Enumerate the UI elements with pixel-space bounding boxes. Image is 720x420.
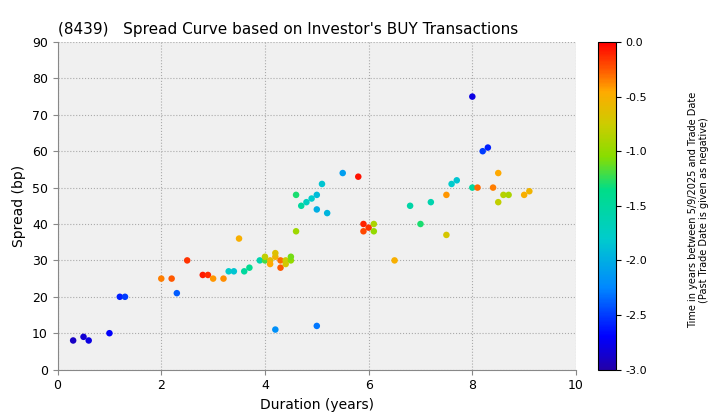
Point	[467, 93, 478, 100]
Point	[197, 272, 209, 278]
Point	[492, 170, 504, 176]
Point	[207, 275, 219, 282]
Point	[83, 337, 94, 344]
Point	[285, 257, 297, 264]
Point	[311, 192, 323, 198]
Point	[441, 192, 452, 198]
Text: Time in years between 5/9/2025 and Trade Date
(Past Trade Date is given as negat: Time in years between 5/9/2025 and Trade…	[688, 92, 709, 328]
Point	[415, 220, 426, 227]
Point	[223, 268, 235, 275]
Point	[316, 181, 328, 187]
Point	[295, 202, 307, 209]
Point	[492, 199, 504, 205]
Point	[368, 228, 379, 235]
Point	[503, 192, 514, 198]
Point	[202, 272, 214, 278]
Point	[425, 199, 436, 205]
Point	[228, 268, 240, 275]
Point	[269, 253, 281, 260]
Point	[363, 224, 374, 231]
Point	[290, 192, 302, 198]
Point	[472, 184, 483, 191]
Point	[368, 220, 379, 227]
Point	[181, 257, 193, 264]
Point	[78, 333, 89, 340]
Point	[523, 188, 535, 194]
Point	[306, 195, 318, 202]
Point	[120, 294, 131, 300]
Point	[467, 184, 478, 191]
Point	[238, 268, 250, 275]
Y-axis label: Spread (bp): Spread (bp)	[12, 165, 27, 247]
Point	[518, 192, 530, 198]
Point	[353, 173, 364, 180]
Point	[264, 257, 276, 264]
X-axis label: Duration (years): Duration (years)	[260, 398, 374, 412]
Point	[166, 275, 177, 282]
Point	[280, 261, 292, 268]
Point	[290, 228, 302, 235]
Point	[275, 264, 287, 271]
Point	[498, 192, 509, 198]
Point	[104, 330, 115, 336]
Point	[217, 275, 229, 282]
Point	[451, 177, 462, 184]
Point	[311, 323, 323, 329]
Point	[171, 290, 183, 297]
Text: (8439)   Spread Curve based on Investor's BUY Transactions: (8439) Spread Curve based on Investor's …	[58, 22, 518, 37]
Point	[441, 231, 452, 238]
Point	[389, 257, 400, 264]
Point	[264, 261, 276, 268]
Point	[482, 144, 494, 151]
Point	[285, 253, 297, 260]
Point	[259, 257, 271, 264]
Point	[259, 253, 271, 260]
Point	[269, 250, 281, 257]
Point	[337, 170, 348, 176]
Point	[446, 181, 457, 187]
Point	[477, 148, 488, 155]
Point	[254, 257, 266, 264]
Point	[321, 210, 333, 216]
Point	[275, 257, 287, 264]
Point	[487, 184, 499, 191]
Point	[301, 199, 312, 205]
Point	[114, 294, 125, 300]
Point	[233, 235, 245, 242]
Point	[269, 326, 281, 333]
Point	[68, 337, 79, 344]
Point	[405, 202, 416, 209]
Point	[156, 275, 167, 282]
Point	[358, 228, 369, 235]
Point	[311, 206, 323, 213]
Point	[243, 264, 255, 271]
Point	[280, 257, 292, 264]
Point	[358, 220, 369, 227]
